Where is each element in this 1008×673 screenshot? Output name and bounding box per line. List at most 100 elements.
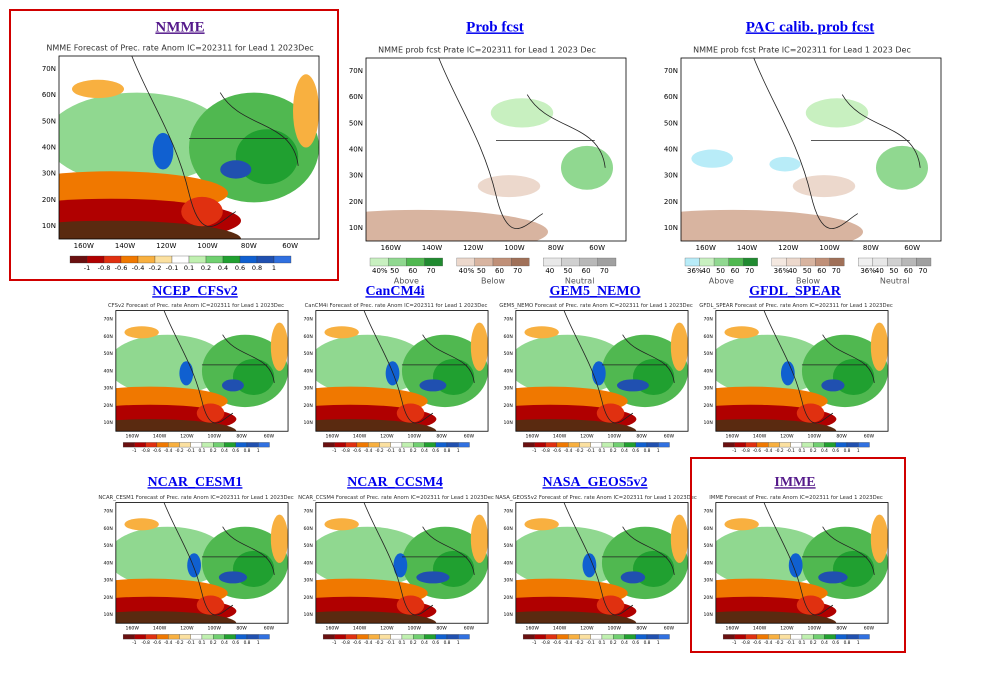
colorbar-label: -0.8 <box>541 640 550 646</box>
map-frame <box>715 310 889 432</box>
legend-label: 50 <box>564 267 573 275</box>
panel-link[interactable]: GFDL_SPEAR <box>749 284 842 299</box>
colorbar-swatch <box>835 442 848 448</box>
lon-label: 80W <box>863 244 879 252</box>
lon-label: 120W <box>780 433 794 439</box>
panel-link[interactable]: NMME <box>155 19 204 35</box>
colorbar-label: 0.4 <box>421 448 428 454</box>
coastline <box>363 310 475 424</box>
colorbar-label: -0.8 <box>541 448 550 454</box>
colorbar-swatch <box>356 442 369 448</box>
colorbar-swatch <box>258 634 270 640</box>
map-frame <box>365 57 627 242</box>
panel: NCAR_CCSM4 NCAR_CCSM4 Forecast of Prec. r… <box>298 475 494 646</box>
map-title: NMME prob fcst Prate IC=202311 for Lead … <box>693 46 911 55</box>
blob <box>115 334 228 396</box>
colorbar-swatch <box>168 634 180 640</box>
colorbar-swatch <box>801 634 814 640</box>
lat-label: 50N <box>349 119 363 127</box>
legend-swatch <box>829 257 845 267</box>
lat-label: 20N <box>504 403 513 409</box>
colorbar-swatch <box>122 634 135 640</box>
lat-label: 70N <box>704 317 713 323</box>
panel-link[interactable]: GEM5_NEMO <box>550 284 641 299</box>
panel: PAC calib. prob fcst NMME prob fcst Prate… <box>664 19 942 286</box>
colorbar-label: -0.1 <box>387 448 396 454</box>
lat-label: 50N <box>104 543 113 549</box>
colorbar-label: -0.2 <box>775 640 784 646</box>
legend-label: 40 <box>788 267 797 275</box>
lon-label: 160W <box>126 625 140 631</box>
legend-group-name: Above <box>394 277 419 286</box>
blob <box>124 326 159 339</box>
colorbar-label: 0.4 <box>221 640 228 646</box>
panel-link[interactable]: IMME <box>774 475 815 490</box>
colorbar-swatch <box>601 634 614 640</box>
blob <box>221 379 244 392</box>
lat-label: 40N <box>349 146 363 154</box>
colorbar-label: -0.6 <box>153 448 162 454</box>
highlight-border <box>9 9 339 281</box>
colorbar-swatch <box>768 634 780 640</box>
colorbar-label: 0.4 <box>221 448 228 454</box>
coastline <box>131 56 299 227</box>
map <box>59 56 319 239</box>
colorbar-label: 0.2 <box>410 448 417 454</box>
panel-link[interactable]: Prob fcst <box>466 19 524 35</box>
colorbar-swatch <box>813 442 825 448</box>
lat-label: 60N <box>349 93 363 101</box>
colorbar-label: -0.8 <box>741 640 750 646</box>
colorbar-label: 0.2 <box>810 640 817 646</box>
colorbar-label: -0.4 <box>364 640 373 646</box>
colorbar-swatch <box>379 442 391 448</box>
blob <box>220 160 252 179</box>
lat-label: 60N <box>664 93 678 101</box>
lat-label: 20N <box>504 595 513 601</box>
blob <box>724 518 759 531</box>
panel-link[interactable]: CanCM4i <box>365 284 424 299</box>
colorbar-swatch <box>145 442 158 448</box>
map-frame <box>680 57 942 242</box>
lat-label: 70N <box>104 509 113 515</box>
panel-link[interactable]: PAC calib. prob fcst <box>746 19 875 35</box>
colorbar-label: 0.4 <box>821 448 828 454</box>
colorbar-swatch <box>413 634 425 640</box>
coastline <box>763 502 875 616</box>
lat-label: 30N <box>704 578 713 584</box>
colorbar-swatch <box>590 442 603 448</box>
colorbar-swatch <box>779 442 791 448</box>
lat-label: 70N <box>304 317 313 323</box>
legend-label: 70 <box>513 267 522 275</box>
blob <box>681 209 863 241</box>
colorbar-swatch <box>624 634 636 640</box>
lon-label: 60W <box>282 242 298 250</box>
colorbar-label: 0.6 <box>632 448 639 454</box>
lat-label: 40N <box>704 560 713 566</box>
legend-swatch <box>786 257 801 267</box>
legend-label: 36% <box>687 267 703 275</box>
colorbar-swatch <box>246 634 259 640</box>
colorbar-swatch <box>545 634 558 640</box>
colorbar-label: 0.6 <box>232 640 239 646</box>
colorbar-label: 0.4 <box>421 640 428 646</box>
colorbar-swatch <box>145 634 158 640</box>
blob <box>490 98 554 128</box>
lat-label: 40N <box>704 368 713 374</box>
colorbar-swatch <box>69 255 88 264</box>
panel-link[interactable]: NCEP_CFSv2 <box>152 284 238 299</box>
colorbar-label: -0.1 <box>787 640 796 646</box>
blob <box>724 326 759 339</box>
panel-link[interactable]: NCAR_CCSM4 <box>347 475 443 490</box>
blob <box>366 209 548 241</box>
blob <box>419 379 447 392</box>
lat-label: 40N <box>104 560 113 566</box>
colorbar-label: 0.6 <box>432 448 439 454</box>
legend-swatch <box>916 257 932 267</box>
panel-link[interactable]: NASA_GEOS5v2 <box>542 475 647 490</box>
legend-label: 60 <box>904 267 913 275</box>
colorbar-label: -0.8 <box>141 640 150 646</box>
legend-swatch <box>901 257 917 267</box>
panel-link[interactable]: NCAR_CESM1 <box>148 475 243 490</box>
map-title: NCAR_CCSM4 Forecast of Prec. rate Anom I… <box>298 495 494 501</box>
colorbar-swatch <box>522 442 535 448</box>
